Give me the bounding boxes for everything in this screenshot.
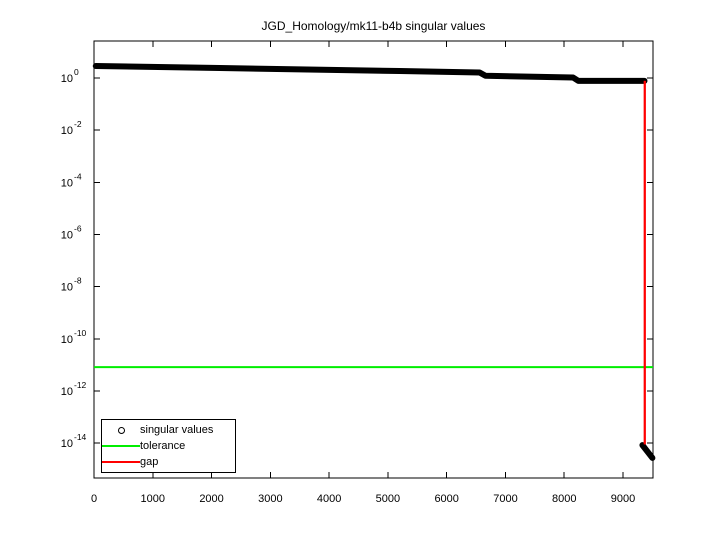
svg-text:6000: 6000 (434, 493, 458, 505)
legend-label: tolerance (140, 440, 186, 452)
svg-text:7000: 7000 (493, 493, 517, 505)
svg-text:1000: 1000 (141, 493, 165, 505)
svg-text:5000: 5000 (376, 493, 400, 505)
gap-line-icon (102, 461, 140, 463)
svg-text:-2: -2 (74, 119, 82, 129)
svg-text:0: 0 (91, 493, 97, 505)
legend-label: gap (140, 456, 159, 468)
legend: singular values tolerance gap (101, 419, 236, 473)
svg-text:-14: -14 (74, 432, 87, 442)
svg-text:10: 10 (61, 125, 73, 137)
circle-marker-icon (102, 426, 140, 434)
svg-text:9000: 9000 (611, 493, 635, 505)
svg-text:0: 0 (74, 67, 79, 77)
svg-text:10: 10 (61, 334, 73, 346)
svg-text:10: 10 (61, 229, 73, 241)
svg-text:10: 10 (61, 438, 73, 450)
legend-label: singular values (140, 424, 214, 436)
svg-text:-6: -6 (74, 223, 82, 233)
svg-text:-12: -12 (74, 380, 87, 390)
svg-text:10: 10 (61, 177, 73, 189)
tolerance-line-icon (102, 445, 140, 447)
svg-text:3000: 3000 (258, 493, 282, 505)
svg-text:10: 10 (61, 73, 73, 85)
chart-title: JGD_Homology/mk11-b4b singular values (261, 19, 486, 33)
svg-text:10: 10 (61, 282, 73, 294)
svg-text:-8: -8 (74, 276, 82, 286)
svg-text:-4: -4 (74, 171, 82, 181)
svg-text:-10: -10 (74, 328, 87, 338)
svg-text:2000: 2000 (199, 493, 223, 505)
svg-text:10: 10 (61, 386, 73, 398)
svg-text:4000: 4000 (317, 493, 341, 505)
legend-item-tolerance: tolerance (102, 438, 235, 454)
legend-item-gap: gap (102, 454, 235, 470)
svg-text:8000: 8000 (552, 493, 576, 505)
legend-item-singular-values: singular values (102, 422, 235, 438)
